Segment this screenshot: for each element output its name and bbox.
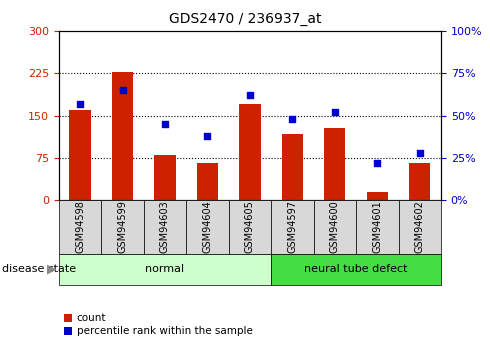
- Bar: [154, 155, 175, 200]
- Bar: [229, 200, 271, 254]
- Bar: [367, 191, 388, 200]
- Bar: [101, 200, 144, 254]
- Point: [289, 116, 296, 122]
- Point: [203, 133, 211, 139]
- Bar: [59, 200, 101, 254]
- Point: [161, 121, 169, 127]
- Legend: count, percentile rank within the sample: count, percentile rank within the sample: [64, 313, 252, 336]
- Bar: [282, 134, 303, 200]
- Bar: [356, 200, 398, 254]
- Text: GSM94601: GSM94601: [372, 200, 382, 253]
- Bar: [186, 200, 229, 254]
- Point: [76, 101, 84, 107]
- Text: GSM94602: GSM94602: [415, 200, 425, 253]
- Bar: [271, 254, 441, 285]
- Text: disease state: disease state: [2, 264, 76, 274]
- Text: normal: normal: [146, 264, 185, 274]
- Bar: [197, 164, 218, 200]
- Point: [373, 160, 381, 166]
- Bar: [409, 164, 430, 200]
- Point: [246, 92, 254, 98]
- Bar: [314, 200, 356, 254]
- Bar: [59, 254, 271, 285]
- Point: [331, 109, 339, 115]
- Text: GSM94598: GSM94598: [75, 200, 85, 253]
- Bar: [324, 128, 345, 200]
- Bar: [70, 110, 91, 200]
- Point: [416, 150, 424, 156]
- Text: GSM94600: GSM94600: [330, 200, 340, 253]
- Bar: [239, 104, 261, 200]
- Bar: [112, 72, 133, 200]
- Bar: [398, 200, 441, 254]
- Text: GDS2470 / 236937_at: GDS2470 / 236937_at: [169, 12, 321, 26]
- Bar: [144, 200, 186, 254]
- Text: GSM94604: GSM94604: [202, 200, 213, 253]
- Text: ▶: ▶: [47, 263, 56, 276]
- Point: [119, 87, 126, 93]
- Text: GSM94603: GSM94603: [160, 200, 170, 253]
- Text: GSM94599: GSM94599: [118, 200, 127, 253]
- Text: neural tube defect: neural tube defect: [304, 264, 408, 274]
- Text: GSM94597: GSM94597: [287, 200, 297, 253]
- Text: GSM94605: GSM94605: [245, 200, 255, 253]
- Bar: [271, 200, 314, 254]
